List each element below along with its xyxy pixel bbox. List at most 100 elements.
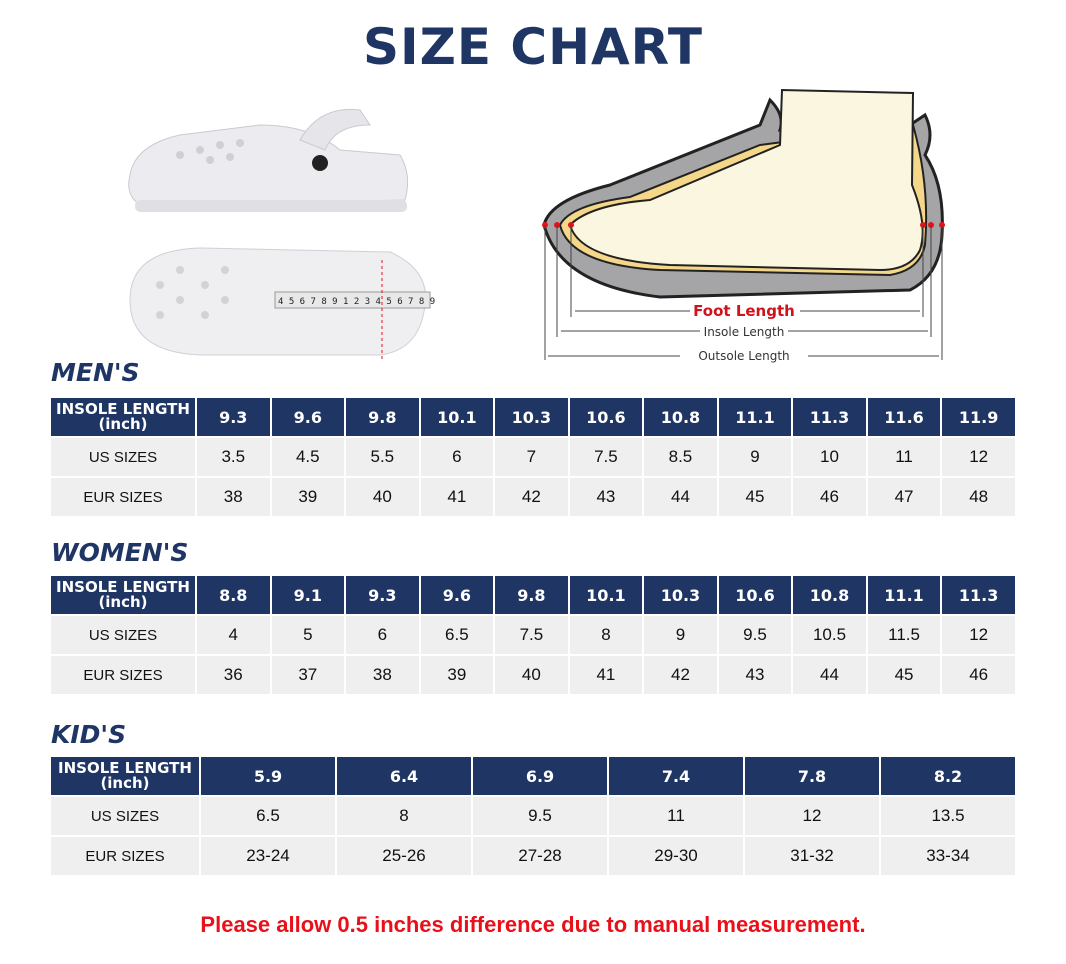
kids-size-table: INSOLE LENGTH (inch) 5.9 6.4 6.9 7.4 7.8 8.2 US … bbox=[49, 755, 1017, 877]
us-cell: 12 bbox=[942, 616, 1015, 654]
eur-cell: 45 bbox=[867, 656, 941, 694]
insole-cell: 8.8 bbox=[197, 576, 270, 614]
us-cell: 11.5 bbox=[867, 616, 941, 654]
eur-cell: 31-32 bbox=[745, 837, 879, 875]
eur-cell: 40 bbox=[346, 478, 419, 516]
row-label: INSOLE LENGTH (inch) bbox=[51, 576, 195, 614]
insole-length-label: Insole Length bbox=[704, 325, 785, 339]
us-cell: 9.5 bbox=[718, 616, 792, 654]
eur-sizes-row: EUR SIZES 38 39 40 41 42 43 44 45 46 47 48 bbox=[51, 478, 1015, 516]
insole-length-label: INSOLE LENGTH bbox=[58, 759, 192, 777]
us-cell: 4 bbox=[197, 616, 270, 654]
eur-cell: 45 bbox=[718, 478, 792, 516]
row-label: EUR SIZES bbox=[51, 837, 199, 875]
insole-cell: 9.8 bbox=[346, 398, 419, 436]
us-cell: 7.5 bbox=[495, 616, 568, 654]
insole-cell: 11.3 bbox=[793, 398, 866, 436]
eur-cell: 25-26 bbox=[337, 837, 471, 875]
measurement-note: Please allow 0.5 inches difference due t… bbox=[200, 912, 866, 937]
eur-cell: 43 bbox=[569, 478, 643, 516]
insole-cell: 9.6 bbox=[420, 576, 494, 614]
row-label: EUR SIZES bbox=[51, 656, 195, 694]
womens-size-table: INSOLE LENGTH (inch) 8.8 9.1 9.3 9.6 9.8 10.1 10… bbox=[49, 574, 1017, 696]
insole-cell: 11.1 bbox=[718, 398, 792, 436]
row-label: US SIZES bbox=[51, 616, 195, 654]
insole-cell: 10.8 bbox=[793, 576, 866, 614]
eur-cell: 47 bbox=[867, 478, 941, 516]
eur-cell: 44 bbox=[793, 656, 866, 694]
insole-cell: 10.6 bbox=[718, 576, 792, 614]
us-cell: 5 bbox=[271, 616, 345, 654]
eur-cell: 43 bbox=[718, 656, 792, 694]
insole-cell: 10.6 bbox=[569, 398, 643, 436]
insole-length-row: INSOLE LENGTH (inch) 9.3 9.6 9.8 10.1 10.3 10.6… bbox=[51, 398, 1015, 436]
insole-cell: 10.1 bbox=[569, 576, 643, 614]
insole-cell: 5.9 bbox=[201, 757, 335, 795]
us-sizes-row: US SIZES 4 5 6 6.5 7.5 8 9 9.5 10.5 11.5 12 bbox=[51, 616, 1015, 654]
insole-cell: 7.4 bbox=[609, 757, 743, 795]
eur-cell: 36 bbox=[197, 656, 270, 694]
insole-cell: 11.9 bbox=[942, 398, 1015, 436]
row-label: EUR SIZES bbox=[51, 478, 195, 516]
insole-cell: 10.1 bbox=[420, 398, 494, 436]
row-label: INSOLE LENGTH (inch) bbox=[51, 398, 195, 436]
us-cell: 9 bbox=[644, 616, 717, 654]
row-label: INSOLE LENGTH (inch) bbox=[51, 757, 199, 795]
us-cell: 9 bbox=[718, 438, 792, 476]
eur-cell: 42 bbox=[644, 656, 717, 694]
us-cell: 6 bbox=[346, 616, 419, 654]
us-cell: 5.5 bbox=[346, 438, 419, 476]
insole-cell: 9.8 bbox=[495, 576, 568, 614]
page-title: SIZE CHART bbox=[362, 18, 704, 76]
tape-numbers: 4 5 6 7 8 9 1 2 3 4 5 6 7 8 9 bbox=[278, 297, 435, 307]
unit-label: (inch) bbox=[100, 774, 150, 792]
insole-cell: 10.8 bbox=[644, 398, 717, 436]
us-cell: 10.5 bbox=[793, 616, 866, 654]
kids-heading: KID'S bbox=[51, 720, 127, 749]
us-cell: 11 bbox=[609, 797, 743, 835]
insole-length-row: INSOLE LENGTH (inch) 8.8 9.1 9.3 9.6 9.8 10.1 10… bbox=[51, 576, 1015, 614]
foot-length-label: Foot Length bbox=[693, 302, 795, 320]
us-sizes-row: US SIZES 6.5 8 9.5 11 12 13.5 bbox=[51, 797, 1015, 835]
us-cell: 4.5 bbox=[271, 438, 345, 476]
us-cell: 8.5 bbox=[644, 438, 717, 476]
eur-cell: 29-30 bbox=[609, 837, 743, 875]
eur-cell: 38 bbox=[346, 656, 419, 694]
clog-top-measure-image: 4 5 6 7 8 9 1 2 3 4 5 6 7 8 9 bbox=[129, 247, 435, 360]
unit-label: (inch) bbox=[98, 593, 148, 611]
eur-sizes-row: EUR SIZES 36 37 38 39 40 41 42 43 44 45 46 bbox=[51, 656, 1015, 694]
us-cell: 10 bbox=[793, 438, 866, 476]
eur-cell: 40 bbox=[495, 656, 568, 694]
foot-measurement-diagram: Foot Length Insole Length Outsole Length bbox=[542, 88, 945, 363]
us-cell: 8 bbox=[569, 616, 643, 654]
us-cell: 6 bbox=[420, 438, 494, 476]
us-cell: 12 bbox=[942, 438, 1015, 476]
insole-cell: 7.8 bbox=[745, 757, 879, 795]
eur-cell: 37 bbox=[271, 656, 345, 694]
row-label: US SIZES bbox=[51, 438, 195, 476]
insole-length-label: INSOLE LENGTH bbox=[56, 578, 190, 596]
eur-cell: 46 bbox=[942, 656, 1015, 694]
eur-cell: 38 bbox=[197, 478, 270, 516]
mens-heading: MEN'S bbox=[51, 358, 140, 387]
us-cell: 7 bbox=[495, 438, 568, 476]
insole-cell: 11.3 bbox=[942, 576, 1015, 614]
eur-cell: 39 bbox=[420, 656, 494, 694]
insole-cell: 10.3 bbox=[495, 398, 568, 436]
eur-sizes-row: EUR SIZES 23-24 25-26 27-28 29-30 31-32 33-34 bbox=[51, 837, 1015, 875]
eur-cell: 42 bbox=[495, 478, 568, 516]
insole-cell: 9.3 bbox=[197, 398, 270, 436]
us-cell: 13.5 bbox=[881, 797, 1015, 835]
clog-side-image bbox=[128, 108, 409, 212]
eur-cell: 41 bbox=[569, 656, 643, 694]
us-cell: 11 bbox=[867, 438, 941, 476]
us-sizes-row: US SIZES 3.5 4.5 5.5 6 7 7.5 8.5 9 10 11 12 bbox=[51, 438, 1015, 476]
insole-cell: 9.6 bbox=[271, 398, 345, 436]
eur-cell: 39 bbox=[271, 478, 345, 516]
womens-heading: WOMEN'S bbox=[51, 538, 189, 567]
eur-cell: 33-34 bbox=[881, 837, 1015, 875]
us-cell: 9.5 bbox=[473, 797, 607, 835]
insole-cell: 11.6 bbox=[867, 398, 941, 436]
row-label: US SIZES bbox=[51, 797, 199, 835]
